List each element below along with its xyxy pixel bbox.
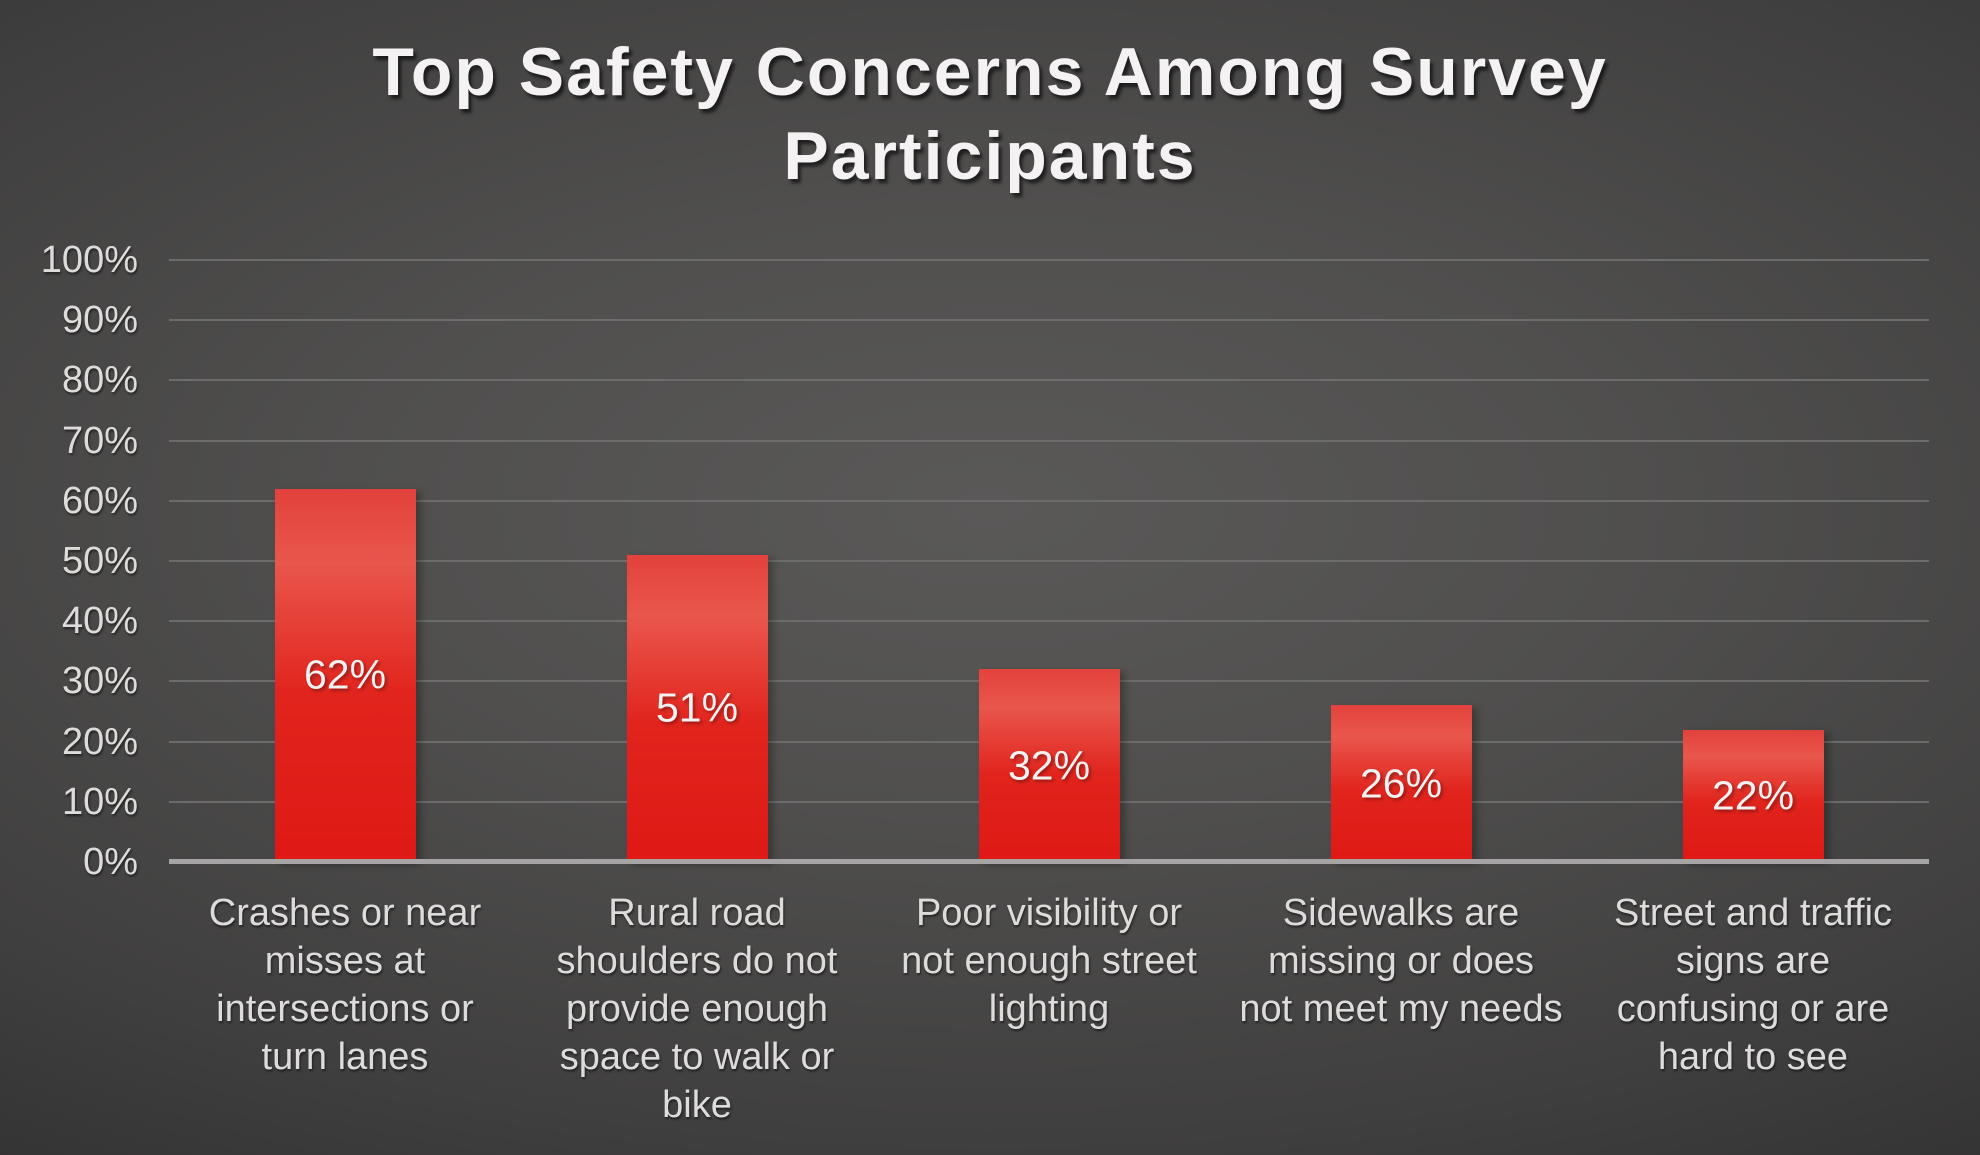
bar-value-label: 32% <box>1007 742 1091 789</box>
plot-area: 62% 51% 32% 26% 22% <box>169 259 1929 864</box>
y-tick-label: 60% <box>61 479 138 522</box>
gridline <box>169 560 1929 562</box>
y-tick-label: 20% <box>61 720 138 763</box>
bar: 26% <box>1330 705 1472 862</box>
y-tick-label: 30% <box>61 660 138 703</box>
y-tick-label: 40% <box>61 600 138 643</box>
y-tick-label: 90% <box>61 299 138 342</box>
y-tick-label: 70% <box>61 419 138 462</box>
y-tick-label: 50% <box>61 540 138 582</box>
x-category-label: Street and traffic signs are confusing o… <box>1613 892 1893 1078</box>
x-axis-baseline <box>169 859 1929 864</box>
bar: 32% <box>978 669 1120 862</box>
gridline <box>169 439 1929 442</box>
gridline <box>169 379 1929 382</box>
x-category-label: Rural road shoulders do not provide enou… <box>556 892 838 1126</box>
x-axis-category-labels: Crashes or near misses at intersections … <box>169 889 1929 1149</box>
bar: 51% <box>626 554 768 862</box>
bar-value-label: 62% <box>303 651 387 698</box>
gridline <box>169 499 1929 502</box>
bar-value-label: 26% <box>1359 760 1443 807</box>
bar: 62% <box>274 488 416 862</box>
bar-value-label: 51% <box>655 684 739 731</box>
chart-title: Top Safety Concerns Among Survey Partici… <box>372 34 1608 194</box>
bar-value-label: 22% <box>1711 772 1795 819</box>
y-tick-label: 10% <box>61 780 138 823</box>
gridline <box>169 319 1929 322</box>
y-tick-label: 100% <box>40 239 138 281</box>
gridline <box>169 259 1929 261</box>
y-tick-label: 80% <box>61 359 138 402</box>
x-category-label: Sidewalks are missing or does not meet m… <box>1239 892 1563 1030</box>
bar: 22% <box>1682 729 1824 862</box>
x-category-label: Crashes or near misses at intersections … <box>208 892 482 1078</box>
y-tick-label: 0% <box>83 841 138 883</box>
x-category-label: Poor visibility or not enough street lig… <box>901 892 1197 1030</box>
gridline <box>169 620 1929 623</box>
